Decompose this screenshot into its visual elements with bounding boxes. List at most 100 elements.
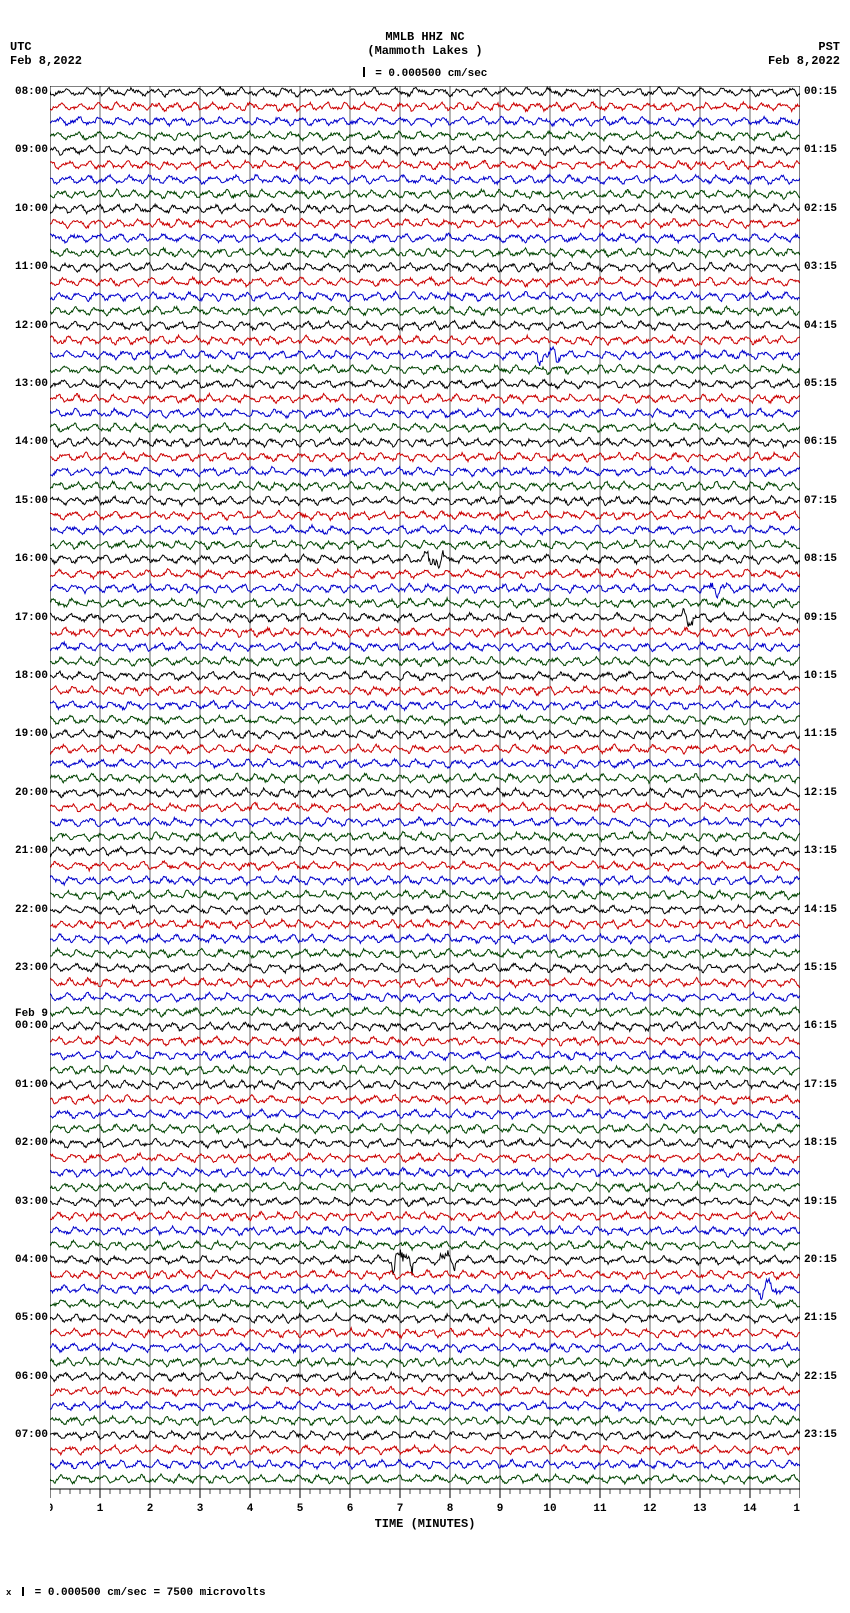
svg-text:5: 5: [297, 1503, 304, 1515]
left-hour-label: Feb 9: [15, 1008, 48, 1020]
trace-row: [50, 189, 800, 199]
trace-row: [50, 1080, 800, 1090]
trace-row: [50, 218, 800, 228]
trace-row: [50, 832, 800, 842]
right-hour-label: 04:15: [804, 320, 837, 332]
trace-row: [50, 145, 800, 155]
trace-row: [50, 364, 800, 374]
trace-row: [50, 452, 800, 462]
trace-row: [50, 510, 800, 520]
trace-row: [50, 1445, 800, 1455]
footer-text: = 0.000500 cm/sec = 7500 microvolts: [35, 1587, 266, 1599]
trace-row: [50, 1021, 800, 1031]
trace-row: [50, 656, 800, 666]
trace-row: [50, 890, 800, 900]
trace-row: [50, 729, 800, 739]
svg-text:7: 7: [397, 1503, 404, 1515]
trace-row: [50, 1065, 800, 1075]
trace-row: [50, 262, 800, 272]
scale-annotation: = 0.000500 cm/sec: [0, 66, 850, 81]
right-hour-label: 02:15: [804, 203, 837, 215]
trace-row: [50, 87, 800, 97]
right-hour-label: 14:15: [804, 904, 837, 916]
left-hour-label: 13:00: [15, 378, 48, 390]
trace-row: [50, 248, 800, 258]
trace-row: [50, 277, 800, 287]
right-hour-label: 16:15: [804, 1020, 837, 1032]
footer-scale: x = 0.000500 cm/sec = 7500 microvolts: [6, 1586, 266, 1599]
trace-row: [50, 905, 800, 915]
seismogram-page: UTC Feb 8,2022 PST Feb 8,2022 MMLB HHZ N…: [0, 0, 850, 1613]
trace-row: [50, 1211, 800, 1221]
trace-row: [50, 978, 800, 988]
left-hour-label: 00:00: [15, 1020, 48, 1032]
svg-text:4: 4: [247, 1503, 254, 1515]
trace-row: [50, 393, 800, 403]
trace-row: [50, 160, 800, 170]
svg-text:12: 12: [643, 1503, 656, 1515]
svg-text:14: 14: [743, 1503, 757, 1515]
trace-row: [50, 335, 800, 345]
svg-text:0: 0: [50, 1503, 53, 1515]
trace-row: [50, 700, 800, 710]
trace-row: [50, 1372, 800, 1382]
trace-row: [50, 306, 800, 316]
right-hour-label: 06:15: [804, 436, 837, 448]
left-hour-label: 11:00: [15, 261, 48, 273]
trace-row: [50, 846, 800, 856]
left-hour-label: 17:00: [15, 612, 48, 624]
trace-row: [50, 525, 800, 535]
station-code: MMLB HHZ NC: [0, 30, 850, 44]
right-hour-label: 23:15: [804, 1429, 837, 1441]
trace-row: [50, 540, 800, 550]
svg-text:2: 2: [147, 1503, 154, 1515]
trace-row: [50, 1270, 800, 1280]
trace-row: [50, 233, 800, 243]
left-hour-label: 03:00: [15, 1196, 48, 1208]
trace-row: [50, 1415, 800, 1425]
trace-row: [50, 102, 800, 112]
title-block: MMLB HHZ NC (Mammoth Lakes ): [0, 30, 850, 58]
trace-row: [50, 408, 800, 418]
trace-row: [50, 1250, 800, 1276]
svg-text:15: 15: [793, 1503, 800, 1515]
right-hour-label: 10:15: [804, 670, 837, 682]
trace-row: [50, 1299, 800, 1309]
trace-row: [50, 992, 800, 1002]
trace-row: [50, 379, 800, 389]
trace-row: [50, 1386, 800, 1396]
traces-group: [50, 87, 800, 1484]
trace-row: [50, 802, 800, 812]
trace-row: [50, 773, 800, 783]
seismogram-svg: 0123456789101112131415: [50, 86, 800, 1529]
left-hour-label: 05:00: [15, 1312, 48, 1324]
left-hour-label: 04:00: [15, 1254, 48, 1266]
trace-row: [50, 876, 800, 886]
trace-row: [50, 1357, 800, 1367]
trace-row: [50, 1226, 800, 1236]
trace-row: [50, 423, 800, 433]
left-hour-label: 16:00: [15, 553, 48, 565]
left-hour-label: 12:00: [15, 320, 48, 332]
left-hour-label: 19:00: [15, 728, 48, 740]
trace-row: [50, 1474, 800, 1484]
trace-row: [50, 1459, 800, 1469]
trace-row: [50, 1240, 800, 1250]
right-hour-label: 12:15: [804, 787, 837, 799]
trace-row: [50, 861, 800, 871]
trace-row: [50, 204, 800, 214]
right-hour-label: 21:15: [804, 1312, 837, 1324]
trace-row: [50, 347, 800, 366]
trace-row: [50, 1123, 800, 1133]
right-hour-label: 20:15: [804, 1254, 837, 1266]
trace-row: [50, 321, 800, 331]
trace-row: [50, 550, 800, 568]
right-hour-label: 18:15: [804, 1137, 837, 1149]
trace-row: [50, 642, 800, 652]
right-hour-label: 08:15: [804, 553, 837, 565]
trace-row: [50, 1279, 800, 1300]
trace-row: [50, 919, 800, 929]
trace-row: [50, 948, 800, 958]
x-axis: 0123456789101112131415: [50, 1489, 800, 1515]
trace-row: [50, 481, 800, 491]
